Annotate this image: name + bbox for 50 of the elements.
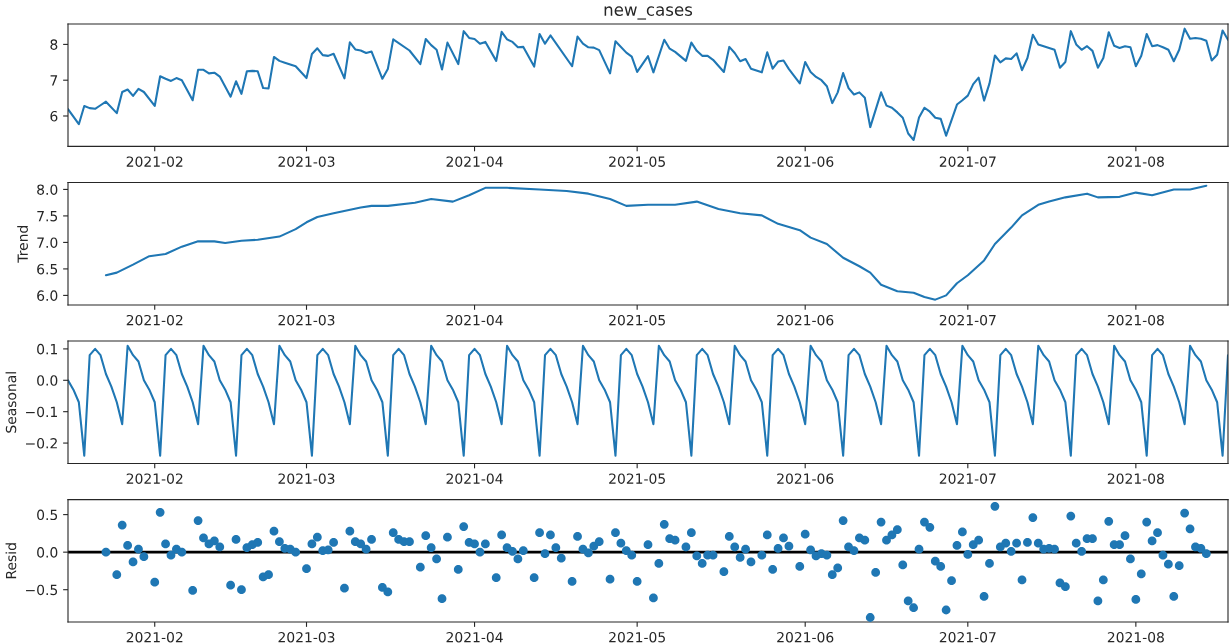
y-axis-title: Seasonal	[5, 372, 17, 433]
y-tick-label: −0.1	[26, 406, 57, 418]
x-tick-label: 2021-02	[126, 156, 183, 167]
y-axis-title: Resid	[5, 543, 17, 579]
y-tick-label: 6	[50, 110, 58, 122]
x-tick-label: 2021-02	[126, 314, 183, 326]
y-tick-label: 8	[50, 39, 58, 50]
x-tick-label: 2021-02	[126, 473, 183, 484]
y-tick-label: 7.5	[37, 211, 58, 222]
y-tick-label: 0.0	[37, 547, 58, 558]
x-tick-label: 2021-07	[939, 631, 996, 643]
x-tick-label: 2021-04	[446, 631, 503, 643]
x-tick-label: 2021-05	[609, 473, 665, 484]
x-tick-label: 2021-05	[609, 314, 665, 326]
x-tick-label: 2021-04	[446, 473, 503, 484]
x-tick-label: 2021-03	[278, 631, 335, 643]
x-tick-label: 2021-03	[278, 473, 335, 484]
y-tick-label: −0.5	[26, 584, 58, 596]
y-tick-label: −0.2	[26, 438, 57, 449]
x-tick-label: 2021-04	[446, 314, 503, 326]
chart-title: new_cases	[604, 6, 693, 20]
y-tick-label: 7.0	[37, 237, 58, 248]
x-tick-label: 2021-05	[609, 156, 665, 167]
x-tick-label: 2021-06	[777, 473, 834, 484]
x-tick-label: 2021-08	[1107, 473, 1164, 484]
line-series	[104, 184, 1208, 301]
x-tick-label: 2021-06	[777, 631, 834, 643]
x-tick-label: 2021-07	[939, 314, 996, 326]
x-tick-label: 2021-07	[939, 473, 996, 484]
y-tick-label: 8.0	[37, 184, 58, 195]
y-tick-label: 0.5	[37, 509, 58, 521]
x-tick-label: 2021-03	[278, 314, 335, 326]
y-tick-label: 7	[50, 75, 58, 86]
x-tick-label: 2021-08	[1107, 314, 1164, 326]
x-tick-label: 2021-08	[1107, 631, 1164, 643]
x-tick-label: 2021-06	[777, 156, 834, 167]
x-tick-label: 2021-08	[1107, 156, 1164, 167]
y-tick-label: 6.0	[37, 290, 58, 301]
line-series	[68, 27, 1228, 142]
y-tick-label: 0.0	[37, 375, 58, 386]
x-tick-label: 2021-04	[446, 156, 503, 167]
x-tick-label: 2021-03	[278, 156, 335, 167]
x-tick-label: 2021-05	[609, 631, 665, 643]
y-tick-label: 0.1	[37, 343, 57, 355]
x-tick-label: 2021-06	[777, 314, 834, 326]
y-axis-title: Trend	[17, 226, 28, 263]
line-series	[68, 344, 1228, 457]
y-tick-label: 6.5	[37, 263, 58, 275]
x-tick-label: 2021-02	[126, 631, 183, 643]
x-tick-label: 2021-07	[939, 156, 996, 167]
